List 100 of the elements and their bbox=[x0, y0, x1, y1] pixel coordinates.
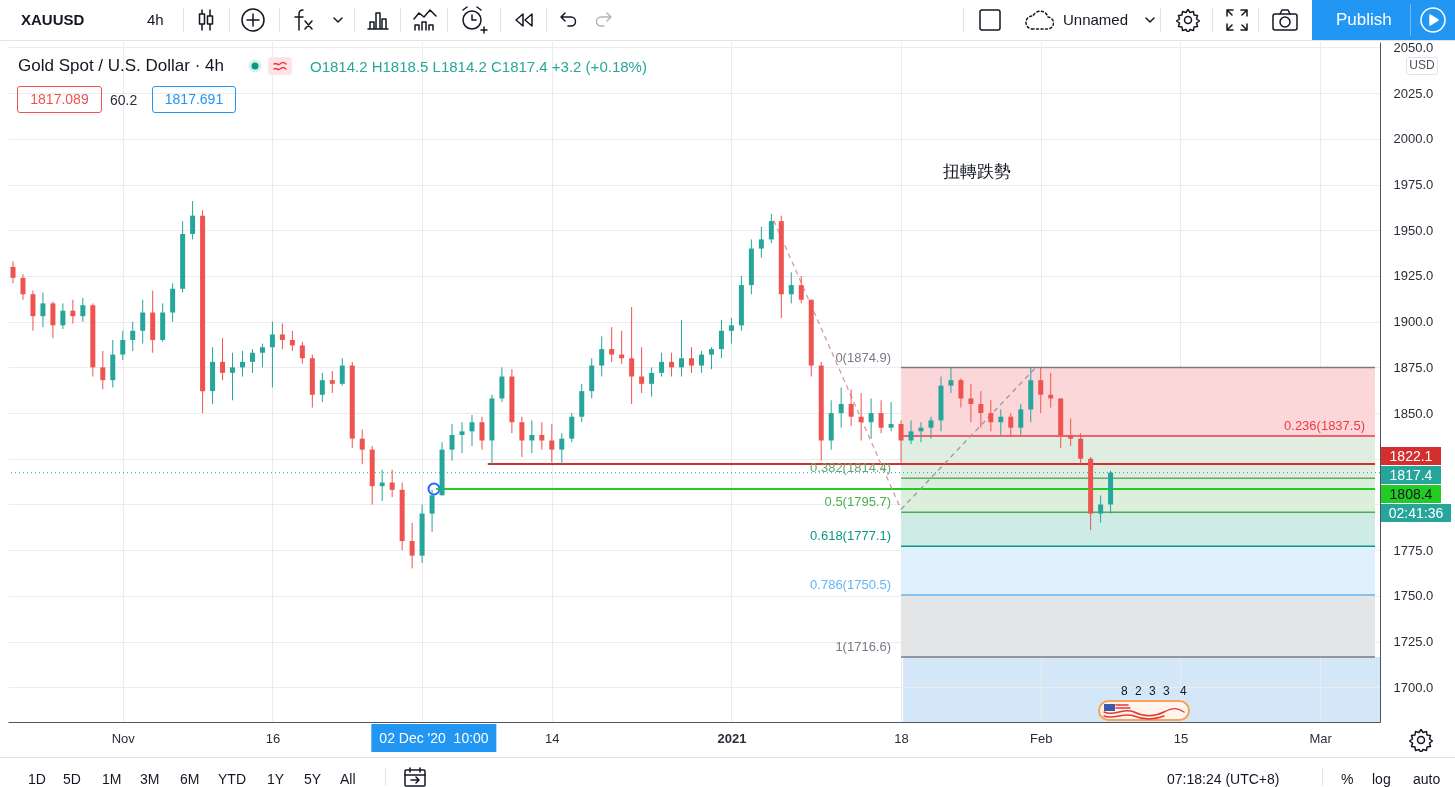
candlestick bbox=[728, 317, 734, 345]
candlestick bbox=[629, 306, 635, 405]
candlestick bbox=[130, 321, 136, 352]
annotation: 4 bbox=[1180, 684, 1187, 699]
candlestick bbox=[239, 350, 245, 378]
series-label: 0.382(1814.4) bbox=[810, 460, 892, 476]
candlestick bbox=[998, 408, 1004, 436]
y-tick-label: 1900.0 bbox=[1393, 314, 1434, 330]
candlestick bbox=[718, 319, 724, 359]
y-tick-label: 2000.0 bbox=[1393, 131, 1434, 147]
y-tick-label: 1850.0 bbox=[1393, 405, 1434, 421]
candlestick bbox=[170, 282, 176, 323]
text: 6M bbox=[180, 771, 200, 787]
series-label: 0.786(1750.5) bbox=[810, 576, 892, 592]
candlestick bbox=[988, 399, 994, 432]
candlestick bbox=[848, 388, 854, 427]
candlestick bbox=[539, 421, 545, 451]
text: 3M bbox=[140, 771, 160, 787]
x-tick-label: 18 bbox=[894, 730, 909, 746]
annotation: 扭轉跌勢 bbox=[943, 162, 1011, 182]
data-label: 1808.4 bbox=[1381, 485, 1441, 504]
candlestick bbox=[958, 377, 964, 409]
candlestick bbox=[868, 397, 874, 440]
candlestick bbox=[339, 357, 345, 387]
candlestick bbox=[359, 429, 365, 465]
ref-line-label: 1817.4 bbox=[1381, 466, 1441, 485]
annotation: 2 bbox=[1135, 684, 1142, 699]
candlestick bbox=[499, 366, 505, 403]
candlestick bbox=[659, 352, 665, 378]
text: USD bbox=[1406, 57, 1438, 75]
text: 4h bbox=[147, 11, 164, 29]
candlestick bbox=[978, 390, 984, 429]
candlestick bbox=[599, 335, 605, 378]
candlestick bbox=[698, 350, 704, 374]
y-tick-label: 1950.0 bbox=[1393, 222, 1434, 238]
y-tick-label: 1975.0 bbox=[1393, 177, 1434, 193]
candlestick bbox=[70, 299, 76, 325]
text: 1Y bbox=[267, 771, 285, 787]
candlestick bbox=[120, 330, 126, 361]
candlestick bbox=[80, 297, 86, 323]
candlestick bbox=[1038, 366, 1044, 414]
text: 02 Dec '20 10:00 bbox=[371, 724, 497, 752]
candlestick bbox=[639, 346, 645, 394]
text: YTD bbox=[218, 771, 246, 787]
text: All bbox=[340, 771, 356, 787]
candlestick bbox=[708, 346, 714, 370]
candlestick bbox=[1008, 412, 1014, 438]
candlestick bbox=[649, 366, 655, 398]
text: % bbox=[1341, 771, 1354, 787]
candlestick bbox=[669, 352, 675, 378]
candlestick bbox=[60, 302, 66, 330]
series-label: 0.618(1777.1) bbox=[810, 528, 892, 544]
candlestick bbox=[10, 260, 16, 284]
y-tick-label: 1875.0 bbox=[1393, 359, 1434, 375]
candlestick bbox=[299, 341, 305, 365]
candlestick bbox=[898, 419, 904, 463]
candlestick bbox=[100, 350, 106, 390]
y-tick-label: 2025.0 bbox=[1393, 85, 1434, 101]
candlestick bbox=[948, 366, 954, 394]
candlestick bbox=[389, 469, 395, 498]
candlestick bbox=[569, 412, 575, 443]
candlestick bbox=[259, 343, 265, 368]
candlestick bbox=[40, 291, 46, 328]
candlestick bbox=[30, 290, 36, 332]
candlestick bbox=[140, 299, 146, 345]
series-label: 0(1874.9) bbox=[835, 349, 892, 365]
y-tick-label: 1775.0 bbox=[1393, 542, 1434, 558]
candlestick bbox=[758, 226, 764, 259]
candlestick bbox=[449, 423, 455, 462]
candlestick bbox=[1098, 494, 1104, 524]
x-tick-label: 2021 bbox=[717, 730, 747, 746]
candlestick bbox=[798, 275, 804, 304]
series-label: 1(1716.6) bbox=[835, 638, 892, 654]
candlestick bbox=[459, 421, 465, 454]
candlestick bbox=[858, 392, 864, 441]
candlestick bbox=[269, 321, 275, 388]
candlestick bbox=[878, 399, 884, 434]
candlestick bbox=[1018, 403, 1024, 436]
candlestick bbox=[1068, 418, 1074, 447]
y-tick-label: 1700.0 bbox=[1393, 679, 1434, 695]
x-tick-label: Feb bbox=[1030, 730, 1053, 746]
candlestick bbox=[50, 301, 56, 339]
x-tick-label: Nov bbox=[111, 730, 136, 746]
annotation: 1817.089 bbox=[17, 86, 102, 113]
candlestick bbox=[928, 416, 934, 440]
y-tick-label: 2050.0 bbox=[1393, 39, 1434, 55]
candlestick bbox=[838, 386, 844, 429]
text: 1M bbox=[102, 771, 122, 787]
y-tick-label: 1750.0 bbox=[1393, 588, 1434, 604]
text: Unnamed bbox=[1063, 11, 1129, 29]
candlestick bbox=[429, 489, 435, 533]
text: Publish bbox=[1336, 10, 1392, 30]
annotation: 8 bbox=[1121, 684, 1128, 699]
text: O1814.2 H1818.5 L1814.2 C1817.4 +3.2 (+0.18%) bbox=[309, 57, 647, 75]
candlestick bbox=[20, 273, 26, 301]
text: log bbox=[1372, 771, 1391, 787]
x-tick-label: Mar bbox=[1309, 730, 1333, 746]
candlestick bbox=[559, 432, 565, 465]
annotation: 3 bbox=[1149, 684, 1156, 699]
series-label: 0.5(1795.7) bbox=[824, 494, 892, 510]
